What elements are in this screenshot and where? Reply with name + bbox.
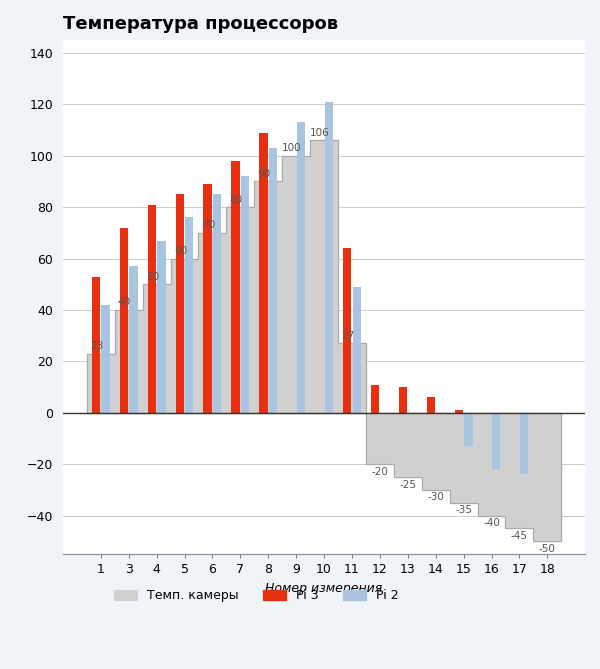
Bar bbox=[157, 241, 166, 413]
Polygon shape bbox=[87, 140, 561, 541]
Bar bbox=[371, 385, 379, 413]
Bar bbox=[101, 305, 110, 413]
Text: -35: -35 bbox=[455, 505, 472, 515]
Bar bbox=[353, 287, 361, 413]
Bar bbox=[520, 413, 529, 474]
Text: 27: 27 bbox=[341, 331, 355, 341]
Text: Температура процессоров: Температура процессоров bbox=[63, 15, 338, 33]
Text: 90: 90 bbox=[257, 169, 271, 179]
Legend: Темп. камеры, Pi 3, Pi 2: Темп. камеры, Pi 3, Pi 2 bbox=[109, 584, 403, 607]
Text: -25: -25 bbox=[399, 480, 416, 490]
Text: 60: 60 bbox=[174, 246, 187, 256]
Bar bbox=[129, 266, 137, 413]
Bar bbox=[427, 397, 435, 413]
Bar bbox=[455, 410, 463, 413]
Text: 70: 70 bbox=[202, 220, 215, 230]
Bar bbox=[269, 148, 277, 413]
Bar bbox=[464, 413, 473, 446]
Text: 106: 106 bbox=[310, 128, 330, 138]
Text: -45: -45 bbox=[511, 531, 528, 541]
Text: -30: -30 bbox=[427, 492, 444, 502]
Bar bbox=[185, 217, 193, 413]
Bar bbox=[325, 102, 333, 413]
Text: 50: 50 bbox=[146, 272, 159, 282]
Bar bbox=[259, 132, 268, 413]
Text: -20: -20 bbox=[371, 467, 388, 477]
Bar bbox=[213, 194, 221, 413]
Bar bbox=[296, 122, 305, 413]
Bar bbox=[92, 276, 100, 413]
Bar bbox=[203, 184, 212, 413]
Bar bbox=[399, 387, 407, 413]
Bar bbox=[241, 177, 249, 413]
Bar bbox=[343, 248, 352, 413]
Text: -50: -50 bbox=[539, 544, 556, 554]
Text: 80: 80 bbox=[230, 195, 242, 205]
Bar bbox=[176, 194, 184, 413]
Bar bbox=[148, 205, 156, 413]
Text: -40: -40 bbox=[483, 518, 500, 529]
Text: 40: 40 bbox=[118, 298, 131, 308]
Bar bbox=[492, 413, 500, 470]
Text: 100: 100 bbox=[282, 143, 302, 153]
Bar bbox=[232, 161, 240, 413]
Text: 23: 23 bbox=[90, 341, 103, 351]
Bar bbox=[120, 227, 128, 413]
X-axis label: Номер измерения: Номер измерения bbox=[265, 582, 383, 595]
